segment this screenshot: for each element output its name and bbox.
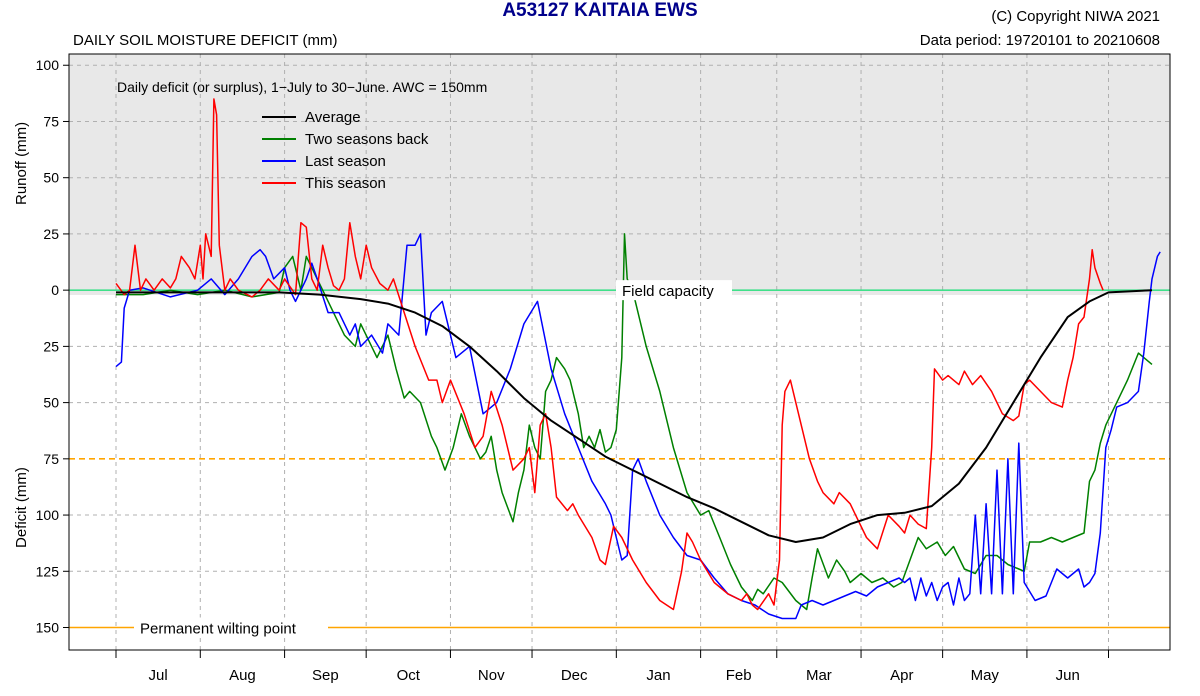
chart-note: Daily deficit (or surplus), 1−July to 30… <box>117 79 487 95</box>
series-line-this-season <box>115 98 1104 611</box>
x-tick-label: Aug <box>229 667 256 684</box>
legend-label: Two seasons back <box>305 131 429 148</box>
x-tick-label: Jan <box>646 667 670 684</box>
reference-labels: Field capacity Permanent wilting point <box>134 280 732 638</box>
legend-label: Last season <box>305 153 386 170</box>
x-axis-ticks: Jul Aug Sep Oct Nov Dec Jan Feb Mar Apr May Jun <box>115 650 1109 684</box>
y-tick-label: 100 <box>36 507 60 523</box>
reference-label-bg <box>616 280 732 301</box>
y-tick-label: 75 <box>43 451 59 467</box>
y-tick-label: 50 <box>43 170 59 186</box>
y-label-runoff: Runoff (mm) <box>13 122 30 205</box>
x-tick-label: Apr <box>890 667 913 684</box>
data-period-text: Data period: 19720101 to 20210608 <box>919 32 1160 49</box>
x-tick-label: Mar <box>806 667 832 684</box>
x-tick-label: Jul <box>149 667 168 684</box>
chart-title: A53127 KAITAIA EWS <box>502 0 698 21</box>
y-label-deficit: Deficit (mm) <box>13 467 30 548</box>
y-tick-label: 150 <box>36 620 60 636</box>
x-tick-label: Dec <box>561 667 588 684</box>
legend: Average Two seasons back Last season This s… <box>262 109 429 192</box>
x-tick-label: Feb <box>726 667 752 684</box>
x-tick-label: Jun <box>1056 667 1080 684</box>
x-tick-label: Oct <box>397 667 421 684</box>
reference-lines <box>69 289 1170 629</box>
reference-label: Permanent wilting point <box>140 621 297 638</box>
plot-frame <box>68 53 1171 651</box>
y-tick-label: 25 <box>43 338 59 354</box>
reference-label: Field capacity <box>622 283 714 300</box>
copyright-text: (C) Copyright NIWA 2021 <box>991 8 1160 25</box>
series-line-last-season <box>115 233 1161 620</box>
chart-subtitle: DAILY SOIL MOISTURE DEFICIT (mm) <box>73 32 338 49</box>
y-tick-label: 0 <box>51 282 59 298</box>
y-tick-label: 25 <box>43 226 59 242</box>
x-tick-label: Sep <box>312 667 339 684</box>
reference-label-bg <box>134 617 328 638</box>
x-tick-label: May <box>971 667 1000 684</box>
legend-label: Average <box>305 109 361 126</box>
series-lines <box>115 98 1161 620</box>
surplus-region <box>69 54 1170 295</box>
y-tick-label: 50 <box>43 395 59 411</box>
y-tick-label: 125 <box>36 563 60 579</box>
x-tick-label: Nov <box>478 667 505 684</box>
y-tick-label: 100 <box>36 57 60 73</box>
series-line-average <box>116 289 1153 543</box>
grid <box>69 54 1170 650</box>
y-axis-ticks: 100 75 50 25 0 25 50 75 100 125 150 <box>36 57 69 636</box>
y-tick-label: 75 <box>43 113 59 129</box>
legend-label: This season <box>305 175 386 192</box>
